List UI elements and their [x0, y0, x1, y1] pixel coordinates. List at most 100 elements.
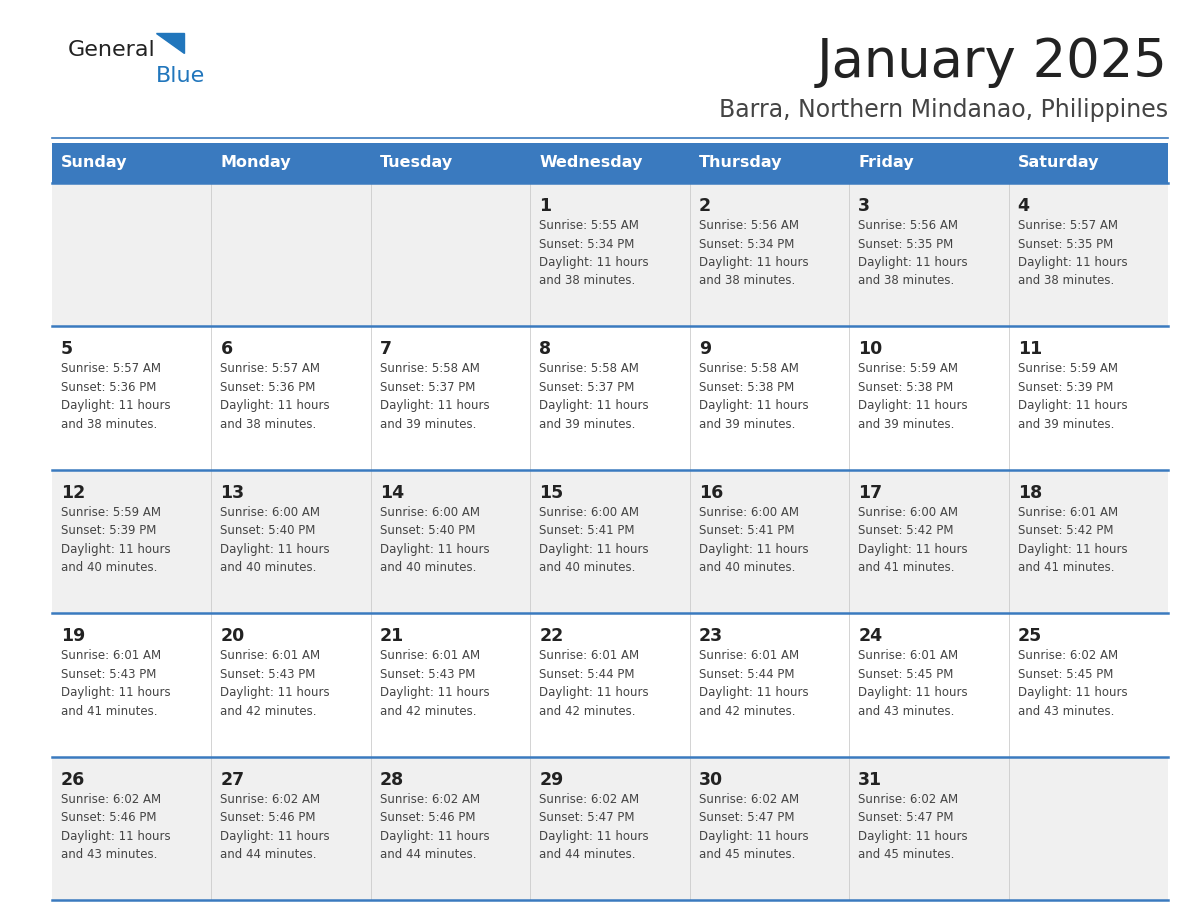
Text: Sunset: 5:47 PM: Sunset: 5:47 PM: [699, 812, 795, 824]
Text: 12: 12: [61, 484, 86, 502]
Text: and 38 minutes.: and 38 minutes.: [858, 274, 954, 287]
Text: and 40 minutes.: and 40 minutes.: [380, 561, 476, 575]
Text: Daylight: 11 hours: Daylight: 11 hours: [858, 399, 968, 412]
Text: Sunset: 5:36 PM: Sunset: 5:36 PM: [221, 381, 316, 394]
Text: Saturday: Saturday: [1018, 155, 1099, 171]
Text: Sunset: 5:40 PM: Sunset: 5:40 PM: [221, 524, 316, 537]
Text: Sunrise: 5:55 AM: Sunrise: 5:55 AM: [539, 219, 639, 232]
Text: 25: 25: [1018, 627, 1042, 645]
Text: Daylight: 11 hours: Daylight: 11 hours: [858, 686, 968, 700]
Text: Sunset: 5:38 PM: Sunset: 5:38 PM: [699, 381, 794, 394]
Text: Daylight: 11 hours: Daylight: 11 hours: [699, 399, 808, 412]
Text: Sunrise: 6:01 AM: Sunrise: 6:01 AM: [858, 649, 959, 662]
Text: Daylight: 11 hours: Daylight: 11 hours: [699, 830, 808, 843]
Text: Sunset: 5:39 PM: Sunset: 5:39 PM: [61, 524, 157, 537]
Bar: [52, 143, 1168, 183]
Text: 10: 10: [858, 341, 883, 358]
Text: 2: 2: [699, 197, 710, 215]
Text: and 44 minutes.: and 44 minutes.: [539, 848, 636, 861]
Text: Sunrise: 5:58 AM: Sunrise: 5:58 AM: [699, 363, 798, 375]
Text: Sunset: 5:41 PM: Sunset: 5:41 PM: [539, 524, 634, 537]
Text: and 39 minutes.: and 39 minutes.: [699, 418, 795, 431]
Text: and 41 minutes.: and 41 minutes.: [61, 705, 158, 718]
Text: and 43 minutes.: and 43 minutes.: [858, 705, 954, 718]
Polygon shape: [156, 33, 184, 53]
Text: and 43 minutes.: and 43 minutes.: [61, 848, 157, 861]
Text: and 40 minutes.: and 40 minutes.: [539, 561, 636, 575]
Text: Sunrise: 6:01 AM: Sunrise: 6:01 AM: [539, 649, 639, 662]
Text: and 40 minutes.: and 40 minutes.: [699, 561, 795, 575]
Text: 14: 14: [380, 484, 404, 502]
Text: Sunset: 5:45 PM: Sunset: 5:45 PM: [1018, 667, 1113, 681]
Text: Monday: Monday: [221, 155, 291, 171]
Text: Thursday: Thursday: [699, 155, 782, 171]
Bar: [52, 327, 1168, 470]
Text: and 38 minutes.: and 38 minutes.: [699, 274, 795, 287]
Text: Daylight: 11 hours: Daylight: 11 hours: [858, 256, 968, 269]
Text: Sunset: 5:47 PM: Sunset: 5:47 PM: [858, 812, 954, 824]
Text: Sunset: 5:44 PM: Sunset: 5:44 PM: [539, 667, 634, 681]
Text: Wednesday: Wednesday: [539, 155, 643, 171]
Text: 13: 13: [221, 484, 245, 502]
Text: 17: 17: [858, 484, 883, 502]
Text: and 38 minutes.: and 38 minutes.: [61, 418, 157, 431]
Text: and 38 minutes.: and 38 minutes.: [1018, 274, 1114, 287]
Bar: [52, 183, 1168, 327]
Text: Daylight: 11 hours: Daylight: 11 hours: [380, 686, 489, 700]
Text: Daylight: 11 hours: Daylight: 11 hours: [539, 830, 649, 843]
Bar: [52, 613, 1168, 756]
Text: Sunrise: 5:57 AM: Sunrise: 5:57 AM: [61, 363, 162, 375]
Text: Sunrise: 6:00 AM: Sunrise: 6:00 AM: [539, 506, 639, 519]
Text: and 41 minutes.: and 41 minutes.: [1018, 561, 1114, 575]
Text: Daylight: 11 hours: Daylight: 11 hours: [858, 830, 968, 843]
Text: Daylight: 11 hours: Daylight: 11 hours: [1018, 256, 1127, 269]
Text: 18: 18: [1018, 484, 1042, 502]
Text: Sunrise: 6:01 AM: Sunrise: 6:01 AM: [699, 649, 798, 662]
Text: 6: 6: [221, 341, 233, 358]
Text: 1: 1: [539, 197, 551, 215]
Text: Daylight: 11 hours: Daylight: 11 hours: [1018, 686, 1127, 700]
Text: 22: 22: [539, 627, 563, 645]
Text: Sunrise: 6:01 AM: Sunrise: 6:01 AM: [380, 649, 480, 662]
Bar: [52, 470, 1168, 613]
Text: Daylight: 11 hours: Daylight: 11 hours: [539, 543, 649, 555]
Text: Sunrise: 6:00 AM: Sunrise: 6:00 AM: [699, 506, 798, 519]
Text: Sunrise: 6:02 AM: Sunrise: 6:02 AM: [61, 792, 162, 806]
Text: Sunset: 5:44 PM: Sunset: 5:44 PM: [699, 667, 795, 681]
Text: Daylight: 11 hours: Daylight: 11 hours: [858, 543, 968, 555]
Text: Daylight: 11 hours: Daylight: 11 hours: [699, 543, 808, 555]
Text: 27: 27: [221, 770, 245, 789]
Text: 28: 28: [380, 770, 404, 789]
Text: Daylight: 11 hours: Daylight: 11 hours: [1018, 543, 1127, 555]
Text: 5: 5: [61, 341, 74, 358]
Bar: [52, 756, 1168, 900]
Text: 11: 11: [1018, 341, 1042, 358]
Text: Sunrise: 6:00 AM: Sunrise: 6:00 AM: [221, 506, 321, 519]
Text: Sunrise: 6:02 AM: Sunrise: 6:02 AM: [221, 792, 321, 806]
Text: Sunrise: 6:00 AM: Sunrise: 6:00 AM: [858, 506, 959, 519]
Text: 24: 24: [858, 627, 883, 645]
Text: and 45 minutes.: and 45 minutes.: [858, 848, 954, 861]
Text: Sunset: 5:37 PM: Sunset: 5:37 PM: [539, 381, 634, 394]
Text: 19: 19: [61, 627, 86, 645]
Text: Daylight: 11 hours: Daylight: 11 hours: [61, 686, 171, 700]
Text: 7: 7: [380, 341, 392, 358]
Text: and 39 minutes.: and 39 minutes.: [1018, 418, 1114, 431]
Text: Daylight: 11 hours: Daylight: 11 hours: [380, 830, 489, 843]
Text: 21: 21: [380, 627, 404, 645]
Text: and 40 minutes.: and 40 minutes.: [61, 561, 157, 575]
Text: Sunset: 5:47 PM: Sunset: 5:47 PM: [539, 812, 634, 824]
Text: Sunset: 5:43 PM: Sunset: 5:43 PM: [380, 667, 475, 681]
Text: Sunrise: 5:56 AM: Sunrise: 5:56 AM: [858, 219, 959, 232]
Text: Sunrise: 5:58 AM: Sunrise: 5:58 AM: [539, 363, 639, 375]
Text: Sunrise: 6:01 AM: Sunrise: 6:01 AM: [1018, 506, 1118, 519]
Text: and 42 minutes.: and 42 minutes.: [539, 705, 636, 718]
Text: Sunset: 5:36 PM: Sunset: 5:36 PM: [61, 381, 157, 394]
Text: Sunset: 5:46 PM: Sunset: 5:46 PM: [380, 812, 475, 824]
Text: and 45 minutes.: and 45 minutes.: [699, 848, 795, 861]
Text: 3: 3: [858, 197, 870, 215]
Text: Friday: Friday: [858, 155, 914, 171]
Text: Sunrise: 5:59 AM: Sunrise: 5:59 AM: [61, 506, 162, 519]
Text: General: General: [68, 40, 156, 60]
Text: Sunset: 5:37 PM: Sunset: 5:37 PM: [380, 381, 475, 394]
